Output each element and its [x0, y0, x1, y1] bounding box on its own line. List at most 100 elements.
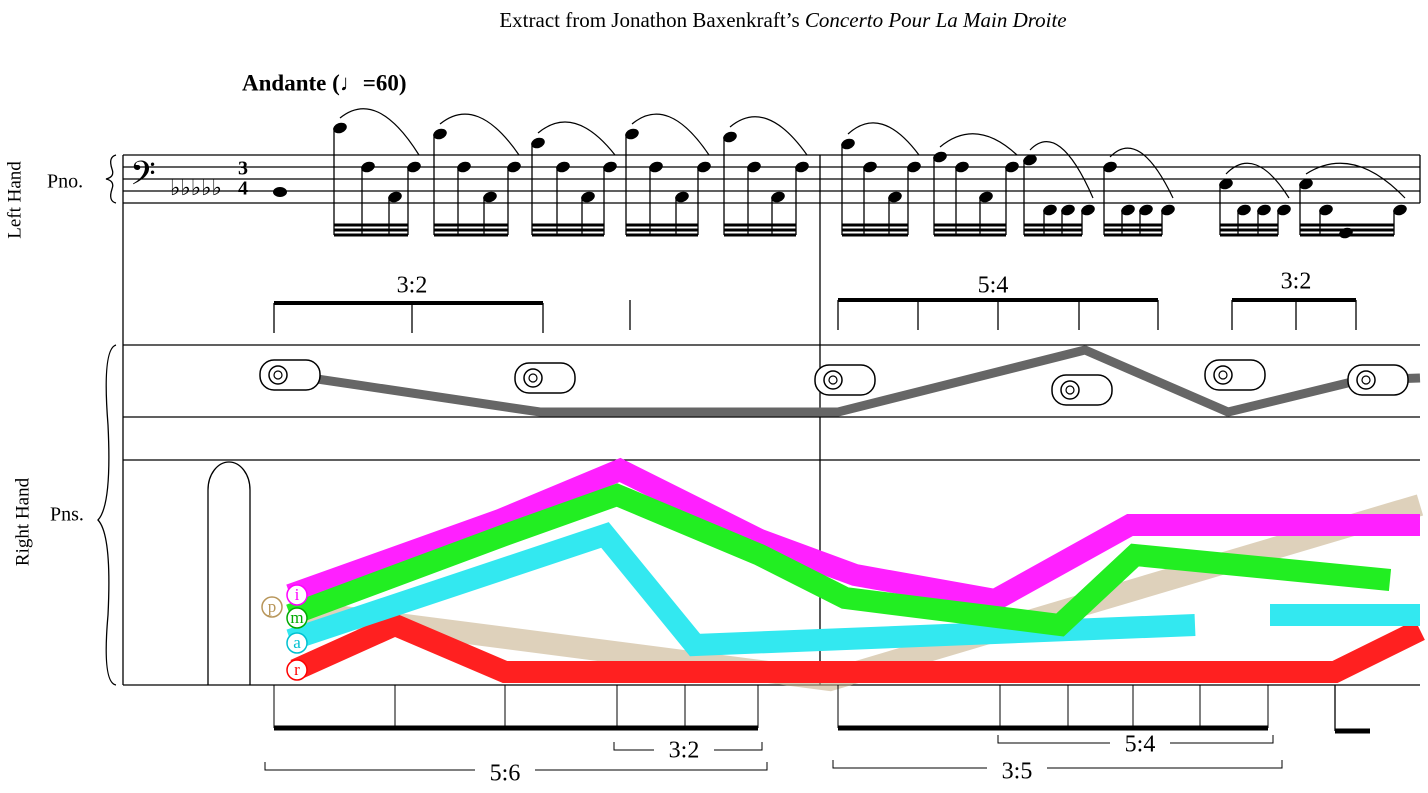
brace [97, 344, 117, 686]
notehead [507, 161, 521, 173]
tuplet-label: 3:2 [1281, 269, 1312, 295]
slur [1109, 147, 1174, 199]
tuplets: 3:2 5:4 3:2 5:6 3:2 5:4 3:5 [264, 269, 1370, 789]
notehead [483, 191, 497, 203]
arch [207, 461, 251, 685]
tuplet-label: 3:2 [397, 273, 428, 299]
hand-icon [1218, 370, 1228, 380]
slur [339, 108, 420, 156]
notehead [955, 161, 969, 173]
hand-icon [828, 375, 838, 385]
slur [847, 122, 920, 156]
slur [537, 121, 616, 156]
notehead [625, 128, 639, 140]
notehead [795, 161, 809, 173]
label-bg [1110, 732, 1170, 760]
notehead [581, 191, 595, 203]
instrument-label: Pns. [50, 504, 84, 526]
hand-icon [1204, 359, 1266, 391]
hand-icon [1060, 380, 1080, 400]
time-signature: 3 [238, 158, 248, 180]
hand-icon [268, 365, 288, 385]
notehead [1257, 204, 1271, 216]
notehead [771, 191, 785, 203]
notehead [675, 191, 689, 203]
notehead [933, 151, 947, 163]
notehead [1161, 204, 1175, 216]
title-italic: Concerto Pour La Main Droite [805, 8, 1067, 32]
notehead [1319, 204, 1333, 216]
notehead [333, 122, 347, 134]
notehead [388, 191, 402, 203]
hand-icons [259, 359, 1409, 406]
notehead [1219, 178, 1233, 190]
notehead [1121, 204, 1135, 216]
notehead [979, 191, 993, 203]
hand-icon [1356, 370, 1376, 390]
notehead [1103, 161, 1117, 173]
notehead [433, 128, 447, 140]
slur [1029, 141, 1094, 199]
instrument-label: Pno. [47, 171, 83, 193]
finger-circle [286, 584, 308, 606]
notehead [1393, 204, 1407, 216]
tuplet-label: 5:4 [1125, 732, 1156, 758]
notehead [1299, 178, 1313, 190]
lane-lines [123, 344, 1420, 686]
hand-icon [523, 368, 543, 388]
time-signature: 4 [238, 178, 248, 200]
hand-icon [814, 364, 876, 396]
notehead [361, 161, 375, 173]
notehead [273, 187, 287, 197]
notehead [1277, 204, 1291, 216]
notehead [747, 161, 761, 173]
label-bg [654, 738, 714, 766]
notehead [1061, 204, 1075, 216]
band-a [286, 522, 1196, 657]
notehead [1139, 204, 1153, 216]
notehead [649, 161, 663, 173]
notes [273, 108, 1407, 239]
finger-circle [286, 607, 308, 629]
hand-icon [273, 370, 283, 380]
finger-label: p [268, 597, 277, 616]
band-m [286, 483, 1392, 637]
notehead [407, 161, 421, 173]
slur [729, 116, 808, 156]
tempo: Andante (♩=60) [242, 70, 407, 95]
finger-label: a [293, 633, 301, 652]
hand-icon [1213, 365, 1233, 385]
hand-icon [514, 362, 576, 394]
hand-label: Right Hand [12, 477, 33, 566]
bass-clef: 𝄢 [130, 155, 156, 201]
brace [105, 154, 117, 204]
tuplet-label: 3:2 [669, 738, 700, 764]
notehead [1043, 204, 1057, 216]
band-i [286, 457, 1420, 612]
hand-icon [1361, 375, 1371, 385]
title: Extract from Jonathon Baxenkraft’s Conce… [499, 8, 1066, 32]
hand-icon [528, 373, 538, 383]
hand-icon [823, 370, 843, 390]
slur [939, 133, 1018, 156]
notehead [457, 161, 471, 173]
tuplet-label: 3:5 [1002, 759, 1033, 785]
key-signature: ♭♭♭♭♭ [170, 175, 222, 200]
hand-icon [1065, 385, 1075, 395]
tuplet-label: 5:6 [490, 761, 521, 787]
finger-circle [286, 632, 308, 654]
notehead [907, 161, 921, 173]
notehead [1081, 204, 1095, 216]
band-r [290, 612, 1425, 683]
notehead [603, 161, 617, 173]
finger-label: r [294, 660, 300, 679]
slur [439, 113, 520, 156]
finger-label: i [295, 585, 300, 604]
hand-icon [1347, 364, 1409, 396]
hand-icon [1051, 374, 1113, 406]
hand-label: Left Hand [4, 161, 25, 239]
title-text: Extract from Jonathon Baxenkraft’s [499, 8, 805, 32]
label-bg [475, 761, 535, 789]
